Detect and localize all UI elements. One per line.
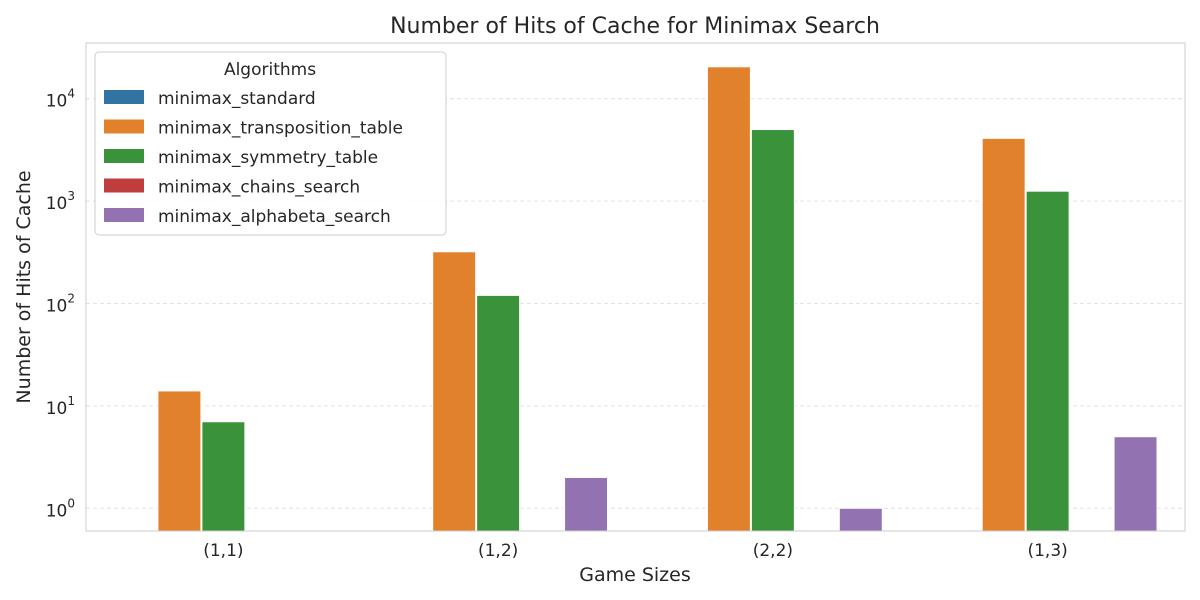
x-axis-label: Game Sizes: [579, 564, 691, 586]
y-tick-label: 102: [46, 291, 75, 316]
chart-title: Number of Hits of Cache for Minimax Sear…: [390, 14, 880, 39]
y-tick-label: 100: [46, 496, 75, 521]
bar-minimax-symmetry-table-2: [750, 129, 795, 532]
bar-minimax-transposition-table-0: [157, 390, 202, 532]
legend-box: [94, 51, 447, 236]
y-tick-label: 101: [46, 394, 75, 419]
y-tick-base: 10: [46, 194, 68, 214]
plot-frame: [85, 42, 1186, 532]
y-tick-base: 10: [46, 399, 68, 419]
bars: [157, 66, 1158, 532]
y-tick-exponent: 0: [67, 496, 75, 510]
bar-minimax-symmetry-table-1: [476, 294, 521, 532]
x-tick-label: (1,1): [203, 541, 243, 561]
bar-minimax-transposition-table-3: [981, 137, 1026, 532]
legend: Algorithms minimax_standard minimax_trans…: [94, 51, 447, 236]
bar-minimax-transposition-table-2: [706, 66, 751, 532]
x-axis-ticks: (1,1) (1,2) (2,2) (1,3): [203, 541, 1068, 561]
bar-minimax-alphabeta-search-1: [564, 476, 609, 532]
x-tick-label: (2,2): [753, 541, 793, 561]
legend-label: minimax_standard: [158, 89, 316, 109]
legend-label: minimax_symmetry_table: [158, 148, 378, 168]
y-tick-label: 104: [46, 87, 75, 112]
legend-swatch: [104, 90, 144, 104]
x-tick-label: (1,2): [478, 541, 518, 561]
legend-swatch: [104, 178, 144, 193]
legend-swatch: [104, 149, 144, 163]
bar-minimax-alphabeta-search-3: [1113, 436, 1158, 532]
legend-swatch: [104, 208, 144, 222]
x-tick-label: (1,3): [1027, 541, 1067, 561]
legend-label: minimax_chains_search: [158, 178, 360, 198]
y-tick-exponent: 3: [67, 189, 75, 203]
legend-swatch: [104, 119, 144, 134]
bar-minimax-transposition-table-1: [432, 251, 477, 532]
legend-label: minimax_alphabeta_search: [158, 207, 391, 227]
bar-minimax-symmetry-table-0: [201, 421, 246, 532]
y-tick-label: 103: [46, 189, 75, 214]
y-tick-exponent: 1: [67, 394, 75, 408]
legend-title: Algorithms: [224, 60, 316, 80]
y-tick-base: 10: [46, 296, 68, 316]
y-tick-exponent: 2: [67, 291, 75, 305]
y-tick-base: 10: [46, 92, 68, 112]
bar-minimax-alphabeta-search-2: [838, 507, 883, 532]
y-axis-label: Number of Hits of Cache: [13, 170, 35, 403]
y-tick-base: 10: [46, 501, 68, 521]
bar-minimax-symmetry-table-3: [1025, 190, 1070, 532]
legend-label: minimax_transposition_table: [158, 119, 403, 139]
y-tick-exponent: 4: [67, 87, 75, 101]
